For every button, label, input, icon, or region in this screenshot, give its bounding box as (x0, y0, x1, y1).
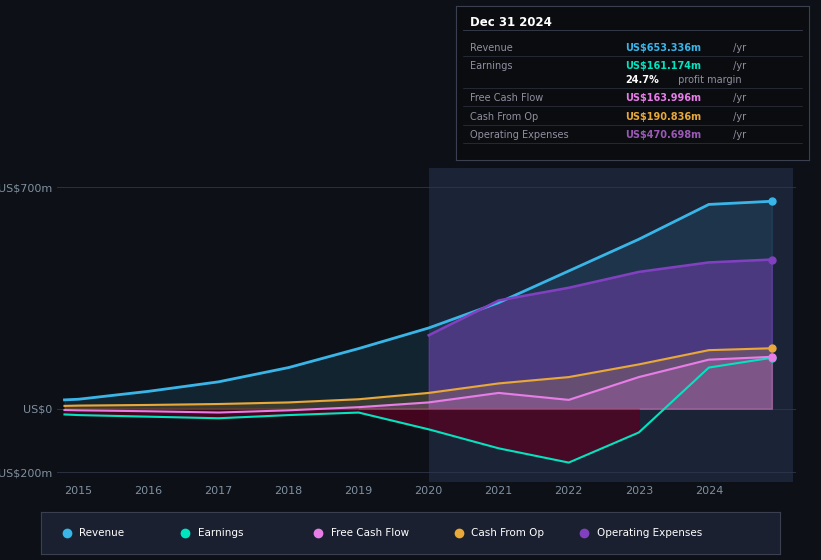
Text: Revenue: Revenue (470, 43, 512, 53)
Text: /yr: /yr (730, 112, 745, 122)
Text: Operating Expenses: Operating Expenses (470, 130, 568, 141)
Text: US$653.336m: US$653.336m (625, 43, 701, 53)
Text: profit margin: profit margin (675, 75, 741, 85)
Text: 24.7%: 24.7% (625, 75, 659, 85)
Text: /yr: /yr (730, 61, 745, 71)
Text: US$190.836m: US$190.836m (625, 112, 701, 122)
Text: Free Cash Flow: Free Cash Flow (331, 529, 409, 538)
Text: Cash From Op: Cash From Op (470, 112, 538, 122)
Text: /yr: /yr (730, 130, 745, 141)
Text: Operating Expenses: Operating Expenses (597, 529, 702, 538)
Text: /yr: /yr (730, 43, 745, 53)
Text: Earnings: Earnings (198, 529, 243, 538)
Bar (429, 168, 793, 482)
Text: Cash From Op: Cash From Op (471, 529, 544, 538)
Text: US$163.996m: US$163.996m (625, 94, 701, 104)
Text: Free Cash Flow: Free Cash Flow (470, 94, 543, 104)
Text: Dec 31 2024: Dec 31 2024 (470, 16, 552, 29)
Text: /yr: /yr (730, 94, 745, 104)
Text: US$470.698m: US$470.698m (625, 130, 701, 141)
Text: US$161.174m: US$161.174m (625, 61, 701, 71)
Text: Revenue: Revenue (80, 529, 125, 538)
Text: Earnings: Earnings (470, 61, 512, 71)
